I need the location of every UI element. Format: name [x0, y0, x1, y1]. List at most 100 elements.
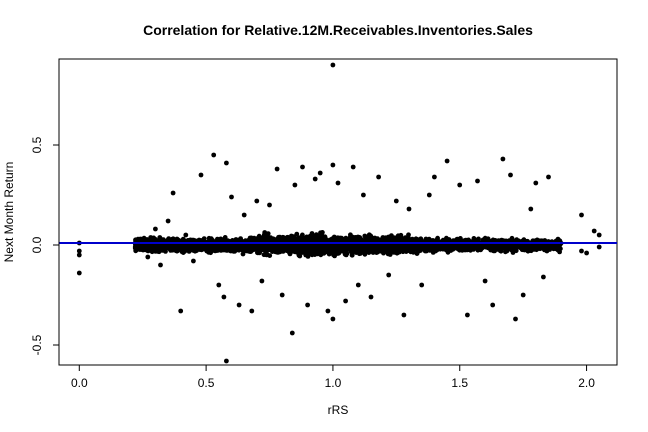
data-point [558, 246, 563, 252]
plot-border [58, 58, 618, 366]
data-point [508, 172, 513, 178]
data-point [533, 180, 539, 186]
data-point [294, 245, 300, 250]
data-point [170, 190, 176, 196]
data-point [460, 247, 465, 253]
data-point [368, 294, 374, 300]
y-tick-label: 0.0 [30, 236, 44, 253]
data-point [502, 244, 507, 250]
data-point [335, 180, 341, 186]
data-point [528, 244, 534, 250]
data-point [236, 302, 242, 308]
data-point [330, 244, 336, 250]
data-point [528, 206, 534, 212]
data-point [325, 308, 331, 314]
data-point [76, 248, 82, 254]
data-point [387, 244, 393, 250]
data-point [393, 198, 399, 204]
data-point [497, 248, 503, 253]
data-point [414, 251, 420, 256]
data-point [591, 228, 597, 234]
data-point [254, 198, 260, 204]
data-point [231, 247, 236, 253]
data-point [183, 232, 189, 238]
data-point [290, 248, 295, 253]
data-point [278, 236, 284, 241]
data-point [335, 247, 341, 253]
data-point [330, 62, 336, 68]
plot-frame [58, 58, 618, 366]
data-point [201, 242, 206, 248]
data-point [316, 245, 321, 251]
data-point [224, 358, 229, 364]
data-point [152, 246, 158, 252]
data-point [221, 294, 227, 300]
data-point [482, 278, 488, 284]
data-point [145, 254, 151, 260]
data-point [300, 164, 305, 170]
data-point [475, 178, 480, 184]
data-point [361, 192, 366, 198]
y-axis-label: Next Month Return [2, 162, 16, 263]
data-point [444, 158, 450, 164]
data-point [465, 312, 470, 318]
data-point [520, 292, 526, 298]
data-point [261, 252, 267, 258]
y-axis: -0.5 0.0 0.5 [30, 136, 60, 355]
dense-point-cloud [132, 230, 564, 259]
data-point [579, 248, 584, 254]
data-point [541, 245, 546, 251]
data-point [386, 272, 392, 278]
data-point [267, 253, 273, 258]
data-point [490, 237, 496, 243]
data-point [426, 192, 432, 198]
data-point [274, 166, 280, 172]
data-point [350, 244, 356, 250]
data-point [211, 152, 217, 158]
data-point [179, 249, 185, 255]
data-point [148, 235, 154, 240]
data-point [241, 212, 247, 218]
data-point [153, 226, 158, 232]
data-point [331, 234, 337, 240]
data-point [330, 316, 336, 322]
data-point [475, 237, 481, 243]
data-point [294, 238, 300, 244]
data-point [312, 176, 318, 182]
data-point [224, 160, 229, 166]
data-point [270, 237, 276, 242]
data-point [211, 246, 217, 252]
data-point [144, 244, 149, 250]
data-point [198, 172, 204, 178]
data-point [283, 245, 288, 251]
data-point [374, 250, 379, 256]
x-tick-label: 1.0 [325, 376, 342, 390]
x-tick-label: 0.5 [198, 376, 215, 390]
data-point [380, 242, 386, 248]
data-point [457, 182, 463, 188]
data-point [167, 243, 173, 249]
data-point [243, 243, 249, 248]
data-point [289, 330, 295, 336]
data-point [395, 233, 401, 239]
x-axis-label: rRS [328, 403, 349, 417]
data-point [76, 270, 82, 276]
data-point [511, 244, 516, 250]
data-point [191, 258, 196, 264]
data-point [596, 244, 602, 250]
data-point [405, 245, 411, 251]
data-point [140, 236, 146, 242]
data-point [287, 251, 293, 257]
data-point [292, 182, 298, 188]
data-point [135, 246, 141, 252]
data-point [349, 252, 355, 258]
data-point [244, 248, 250, 254]
data-point [344, 245, 350, 251]
data-point [360, 246, 365, 252]
data-point [171, 247, 177, 253]
x-tick-label: 2.0 [578, 376, 595, 390]
data-point [165, 218, 171, 224]
data-point [294, 231, 300, 237]
chart-title: Correlation for Relative.12M.Receivables… [143, 22, 533, 38]
